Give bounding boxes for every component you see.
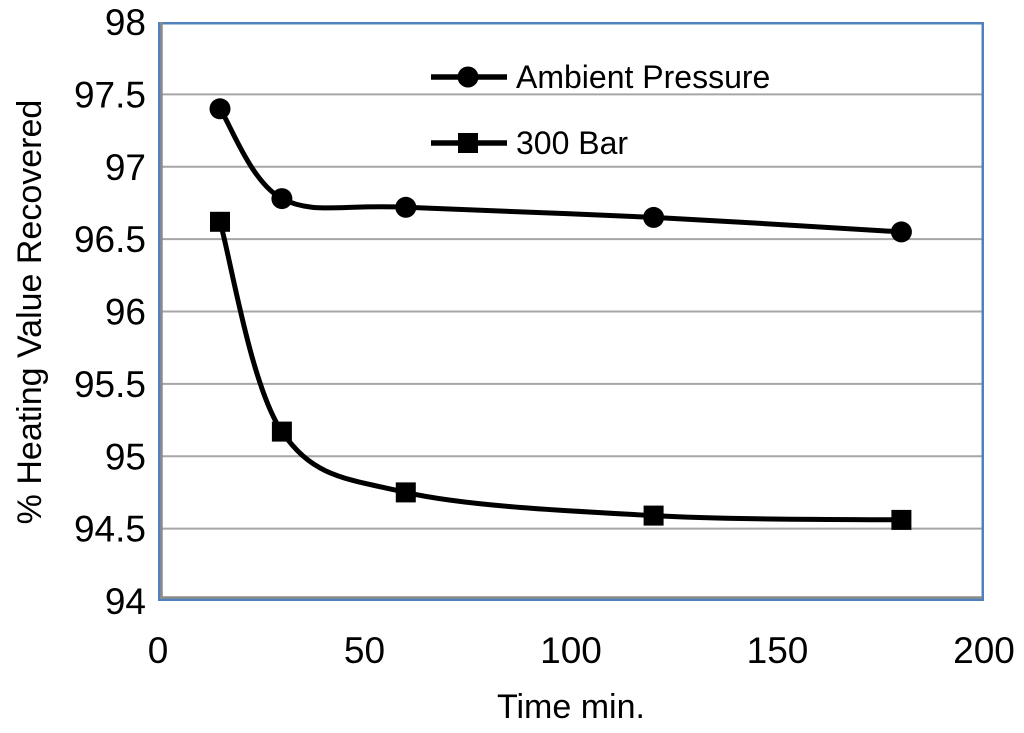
legend-entry-300-bar: 300 Bar [428, 121, 770, 165]
y-tick-label: 96 [105, 292, 146, 333]
data-point-square-300-bar [271, 421, 292, 442]
data-point-circle-ambient-pressure [890, 221, 912, 243]
y-tick-label: 94 [105, 581, 146, 622]
legend-label-ambient-pressure: Ambient Pressure [516, 58, 771, 95]
x-tick-label: 150 [747, 630, 809, 671]
series-line-ambient-pressure [217, 106, 904, 235]
x-tick-label: 50 [344, 630, 385, 671]
square-marker-line-icon [431, 133, 507, 153]
y-tick-label: 98 [105, 2, 146, 43]
legend-label-300-bar: 300 Bar [516, 124, 629, 161]
data-point-square-300-bar [643, 505, 664, 526]
plot-area-border [158, 22, 984, 601]
data-point-square-300-bar [395, 482, 416, 503]
series-line-300-bar [217, 219, 904, 523]
y-tick-label: 94.5 [74, 509, 146, 550]
y-tick-label: 96.5 [74, 219, 146, 260]
x-tick-label: 0 [148, 630, 169, 671]
y-tick-label: 95.5 [74, 364, 146, 405]
data-point-circle-ambient-pressure [271, 188, 293, 210]
data-point-circle-ambient-pressure [395, 196, 417, 218]
x-tick-label: 200 [953, 630, 1015, 671]
data-point-square-300-bar [210, 211, 230, 232]
y-tick-label: 97.5 [74, 74, 146, 115]
data-point-square-300-bar [891, 509, 912, 530]
y-tick-label: 95 [105, 436, 146, 477]
y-tick-label: 97 [105, 147, 146, 188]
data-point-circle-ambient-pressure [209, 98, 231, 120]
y-axis-title: % Heating Value Recovered [11, 99, 49, 525]
circle-marker-line-icon [431, 66, 507, 88]
x-axis-title: Time min. [497, 688, 645, 726]
x-tick-label: 100 [540, 630, 602, 671]
data-point-circle-ambient-pressure [643, 206, 665, 228]
legend-entry-ambient-pressure: Ambient Pressure [428, 55, 770, 99]
legend: Ambient Pressure 300 Bar [428, 55, 770, 165]
